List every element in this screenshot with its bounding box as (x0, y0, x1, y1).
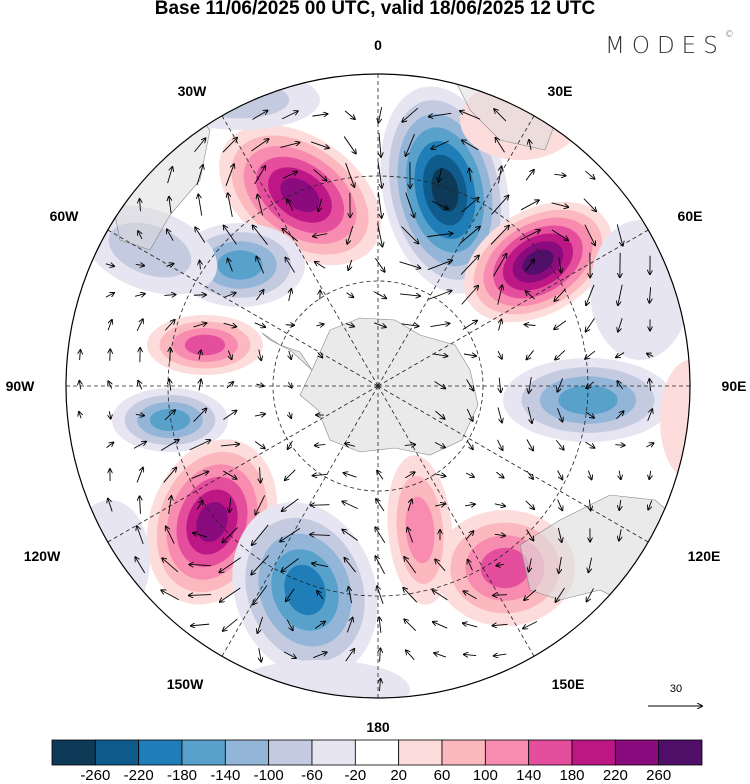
lon-label-120w: 120W (24, 548, 61, 564)
lon-label-150w: 150W (167, 676, 204, 692)
colorbar-swatch (529, 740, 572, 765)
colorbar-tick-label: 60 (434, 767, 451, 784)
colorbar-tick-label: -220 (124, 767, 154, 784)
colorbar-swatch (312, 740, 355, 765)
colorbar-tick-label: 220 (603, 767, 628, 784)
wind-vector-arrow (194, 295, 206, 296)
wind-vector-arrow (311, 505, 330, 506)
colorbar-swatch (95, 740, 138, 765)
colorbar-tick-label: -180 (167, 767, 197, 784)
colorbar-tick-label: 140 (516, 767, 541, 784)
colorbar-tick-label: -60 (301, 767, 323, 784)
negative-anomaly-contour (230, 660, 410, 720)
lon-label-90w: 90W (6, 378, 35, 394)
lon-label-60e: 60E (678, 208, 703, 224)
colorbar-swatch (225, 740, 268, 765)
lon-label-60w: 60W (50, 208, 79, 224)
colorbar-tick-label: 260 (646, 767, 671, 784)
positive-anomaly-contour (185, 335, 225, 356)
lon-label-30e: 30E (548, 83, 573, 99)
wind-vector-arrow (110, 349, 111, 361)
colorbar-swatch (615, 740, 658, 765)
colorbar-swatch (659, 740, 702, 765)
colorbar-tick-label: 20 (390, 767, 407, 784)
colorbar-swatch (355, 740, 398, 765)
wind-vector-arrow (615, 445, 624, 446)
lon-label-90e: 90E (722, 378, 747, 394)
graticule (58, 66, 698, 706)
colorbar (52, 740, 702, 765)
colorbar-swatch (269, 740, 312, 765)
colorbar-swatch (442, 740, 485, 765)
colorbar-tick-label: -20 (344, 767, 366, 784)
lon-label-30w: 30W (178, 83, 207, 99)
colorbar-swatch (399, 740, 442, 765)
colorbar-tick-label: -100 (254, 767, 284, 784)
wind-vector-arrow (286, 325, 295, 326)
negative-anomaly-contour (70, 500, 150, 620)
lon-label-180: 180 (366, 719, 389, 735)
negative-anomaly-contour (160, 70, 320, 130)
colorbar-swatch (139, 740, 182, 765)
colorbar-tick-label: 100 (473, 767, 498, 784)
reference-vector-value: 30 (670, 683, 682, 695)
colorbar-swatch (182, 740, 225, 765)
colorbar-swatch (572, 740, 615, 765)
colorbar-tick-label: 180 (559, 767, 584, 784)
colorbar-swatch (52, 740, 95, 765)
lon-label-150e: 150E (552, 676, 585, 692)
negative-anomaly-contour (217, 250, 262, 279)
colorbar-swatch (485, 740, 528, 765)
colorbar-tick-label: -260 (80, 767, 110, 784)
lon-label-0: 0 (374, 37, 382, 53)
lon-label-120e: 120E (688, 548, 721, 564)
colorbar-tick-label: -140 (210, 767, 240, 784)
